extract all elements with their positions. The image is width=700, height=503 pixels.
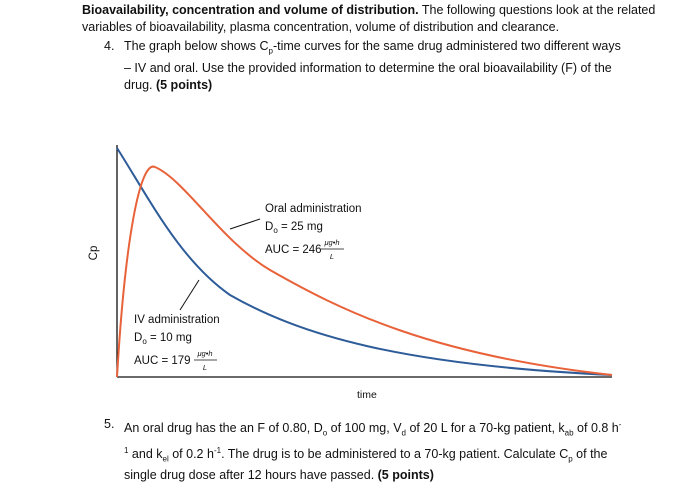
iv-dose-value: = 10 mg xyxy=(147,332,192,344)
iv-pointer-line xyxy=(179,279,200,311)
q5-s4: el xyxy=(162,454,169,464)
iv-auc-unit-den: L xyxy=(203,363,207,372)
q5-s1: o xyxy=(322,428,328,438)
q5-s3: ab xyxy=(564,428,574,438)
q5-t4: of 0.8 h xyxy=(573,421,619,436)
question-5: 5. An oral drug has the an F of 0.80, Do… xyxy=(104,416,624,484)
oral-dose-value: = 25 mg xyxy=(278,221,323,233)
iv-dose-prefix: D xyxy=(134,332,142,344)
oral-auc-unit-den: L xyxy=(330,252,334,261)
question-4: 4. The graph below shows Cp-time curves … xyxy=(104,38,624,94)
q5-points: (5 points) xyxy=(377,468,434,483)
iv-legend-name: IV administration xyxy=(134,314,220,326)
iv-auc-unit-num: μg•h xyxy=(196,349,212,358)
oral-auc-label: AUC = 246 xyxy=(265,244,322,256)
iv-dose-label: Do = 10 mg xyxy=(134,332,192,346)
q5-s2: d xyxy=(401,428,406,438)
q4-text-part1: The graph below shows C xyxy=(124,39,269,53)
question-5-body: An oral drug has the an F of 0.80, Do of… xyxy=(124,416,624,484)
iv-dose-sub: o xyxy=(142,337,147,346)
iv-auc-label: AUC = 179 xyxy=(134,355,191,367)
q5-t1: An oral drug has the an F of 0.80, D xyxy=(124,421,323,436)
intro-title: Bioavailability, concentration and volum… xyxy=(82,3,419,17)
q4-sub-p: p xyxy=(268,46,273,56)
question-4-number: 4. xyxy=(104,39,115,53)
q5-t7: . The drug is to be administered to a 70… xyxy=(221,446,569,461)
q4-text-part2: -time curves for the same drug administe… xyxy=(124,39,621,92)
y-axis-label: Cp xyxy=(88,246,100,261)
question-4-body: The graph below shows Cp-time curves for… xyxy=(124,38,624,94)
oral-dose-label: Do = 25 mg xyxy=(265,221,323,235)
q5-sup1: -1 xyxy=(124,420,622,455)
oral-pointer-line xyxy=(229,218,261,230)
oral-dose-sub: o xyxy=(273,226,278,235)
q5-sup2: -1 xyxy=(213,445,222,455)
q4-points: (5 points) xyxy=(155,77,213,92)
intro-paragraph: Bioavailability, concentration and volum… xyxy=(82,2,682,36)
q5-t5: and k xyxy=(128,446,163,461)
oral-auc-unit-num: μg•h xyxy=(323,238,339,247)
q5-t8: of the single drug dose after 12 hours h… xyxy=(124,446,608,483)
x-axis-label: time xyxy=(357,389,377,401)
q5-t6: of 0.2 h xyxy=(168,446,214,461)
question-5-number: 5. xyxy=(104,417,115,431)
intro-text: The following questions look at the rela… xyxy=(82,3,656,34)
q5-t2: of 100 mg, V xyxy=(327,421,402,436)
oral-legend-name: Oral administration xyxy=(265,203,362,215)
oral-series-line xyxy=(116,165,613,378)
iv-series-line xyxy=(116,147,613,376)
oral-dose-prefix: D xyxy=(265,221,273,233)
q5-s5: p xyxy=(568,454,573,464)
q5-t3: of 20 L for a 70-kg patient, k xyxy=(406,421,565,436)
